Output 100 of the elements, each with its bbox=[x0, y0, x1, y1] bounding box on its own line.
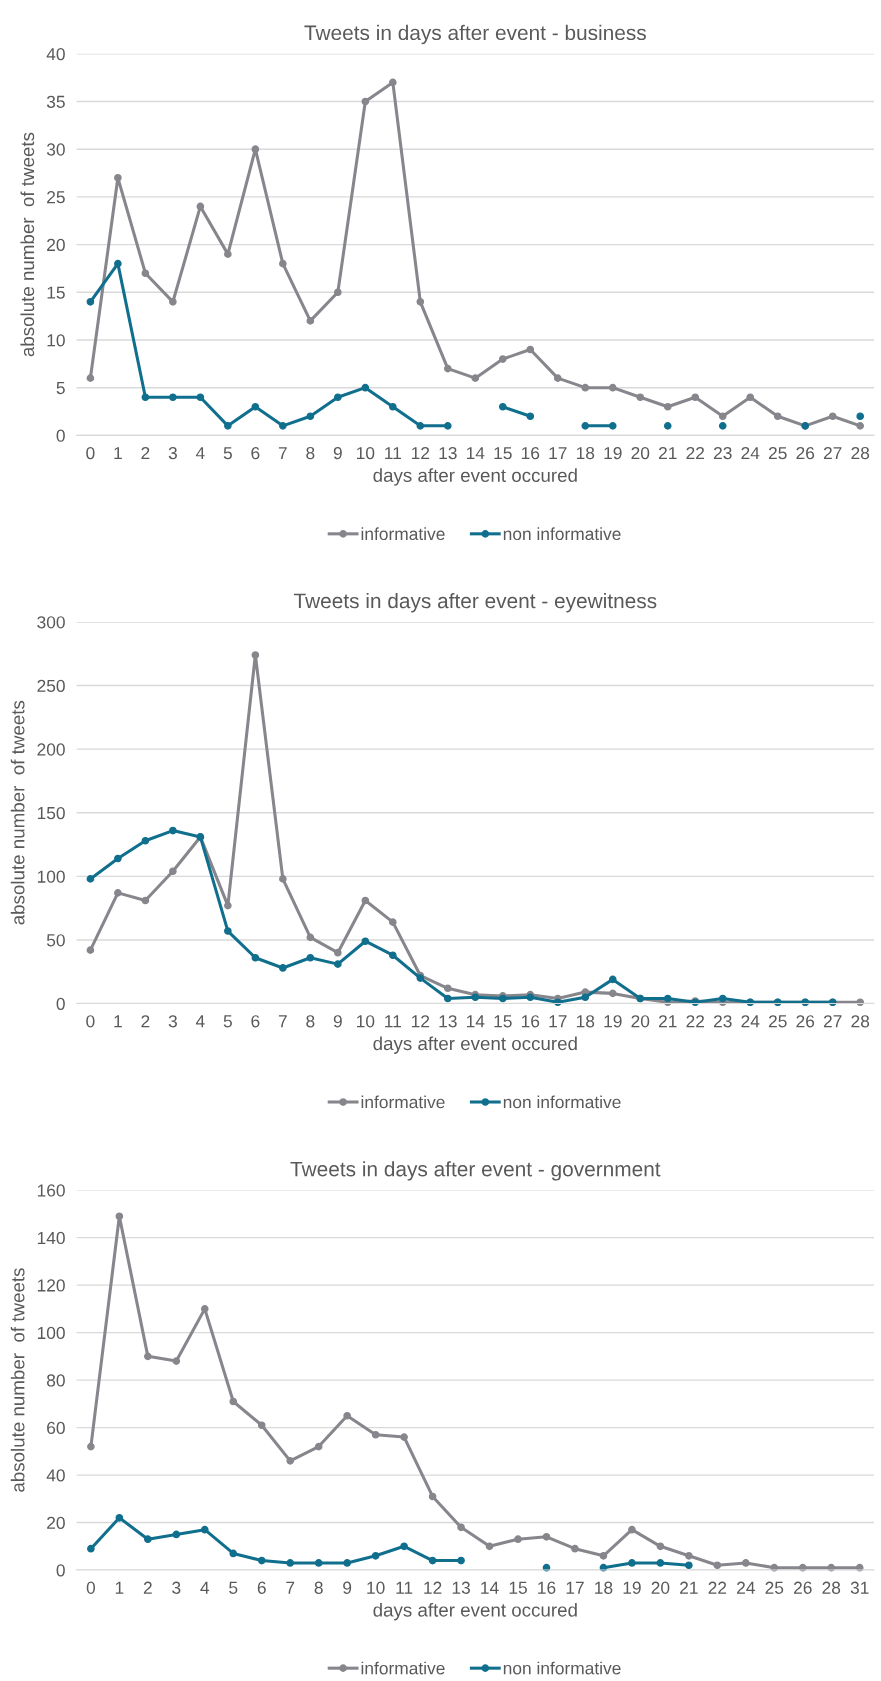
point bbox=[361, 383, 370, 392]
y-tick-label: 120 bbox=[37, 1279, 65, 1292]
point bbox=[334, 948, 342, 957]
x-tick-label: 31 bbox=[850, 1581, 869, 1594]
point bbox=[224, 901, 232, 910]
point bbox=[251, 145, 260, 154]
x-tick-label: 21 bbox=[658, 1015, 677, 1028]
x-tick-label: 17 bbox=[549, 447, 567, 460]
point bbox=[741, 1559, 750, 1567]
x-tick-label: 16 bbox=[521, 446, 540, 460]
point bbox=[581, 993, 590, 1002]
point bbox=[416, 298, 425, 306]
point bbox=[663, 994, 672, 1003]
x-tick-label: 4 bbox=[195, 1015, 205, 1028]
y-tick-label: 40 bbox=[46, 47, 65, 61]
chart-title: Tweets in days after event - government bbox=[290, 1161, 661, 1181]
x-tick-label: 27 bbox=[823, 446, 842, 460]
point bbox=[663, 402, 672, 411]
point bbox=[224, 250, 232, 258]
y-tick-label: 160 bbox=[37, 1184, 65, 1197]
x-tick-label: 24 bbox=[741, 1015, 760, 1028]
y-tick-label: 0 bbox=[56, 1564, 65, 1577]
point bbox=[314, 1442, 323, 1451]
x-tick-label: 3 bbox=[168, 1015, 177, 1028]
y-tick-label: 200 bbox=[37, 743, 65, 756]
y-tick-label: 100 bbox=[37, 870, 65, 883]
point bbox=[713, 1561, 722, 1570]
x-tick-label: 7 bbox=[278, 1015, 287, 1028]
point bbox=[334, 288, 342, 297]
point bbox=[343, 1559, 351, 1567]
x-tick-label: 0 bbox=[86, 446, 95, 460]
point bbox=[553, 374, 562, 382]
point bbox=[498, 402, 507, 411]
point bbox=[581, 422, 590, 430]
point bbox=[114, 854, 122, 863]
point bbox=[856, 412, 865, 421]
x-tick-label: 18 bbox=[595, 1581, 613, 1594]
x-tick-label: 26 bbox=[796, 1015, 815, 1028]
point bbox=[306, 953, 315, 962]
x-tick-label: 2 bbox=[141, 446, 150, 460]
x-tick-label: 5 bbox=[229, 1581, 238, 1594]
point bbox=[471, 374, 480, 382]
x-tick-label: 23 bbox=[713, 1015, 732, 1028]
point bbox=[608, 989, 617, 998]
y-tick-label: 35 bbox=[46, 95, 65, 108]
point bbox=[636, 393, 645, 402]
point bbox=[196, 393, 205, 402]
y-tick-label: 80 bbox=[46, 1374, 65, 1387]
x-tick-label: 14 bbox=[466, 1015, 485, 1028]
x-tick-label: 11 bbox=[396, 1581, 413, 1594]
x-tick-label: 26 bbox=[796, 446, 815, 460]
y-axis-title: absolute number of tweets bbox=[10, 700, 25, 925]
point bbox=[628, 1559, 636, 1567]
point bbox=[306, 317, 315, 325]
x-axis-title: days after event occured bbox=[373, 468, 577, 486]
point bbox=[224, 927, 232, 935]
point bbox=[685, 1551, 693, 1560]
point bbox=[141, 269, 150, 278]
point bbox=[279, 422, 287, 430]
x-tick-label: 26 bbox=[793, 1581, 812, 1594]
x-axis-title: days after event occured bbox=[373, 1602, 577, 1621]
point bbox=[361, 97, 370, 106]
x-tick-label: 12 bbox=[411, 446, 430, 460]
x-tick-label: 8 bbox=[314, 1581, 323, 1594]
x-tick-label: 25 bbox=[768, 1015, 787, 1028]
point bbox=[428, 1556, 437, 1565]
x-tick-label: 10 bbox=[357, 446, 375, 460]
point bbox=[498, 355, 507, 363]
x-tick-label: 28 bbox=[851, 1015, 870, 1028]
point bbox=[773, 412, 782, 421]
x-tick-label: 1 bbox=[115, 1581, 124, 1594]
y-tick-label: 5 bbox=[56, 382, 65, 395]
point bbox=[571, 1544, 579, 1553]
point bbox=[257, 1556, 266, 1565]
point bbox=[371, 1551, 380, 1560]
x-tick-label: 11 bbox=[385, 447, 401, 460]
x-tick-label: 15 bbox=[494, 447, 512, 460]
point bbox=[371, 1430, 380, 1439]
x-tick-label: 12 bbox=[411, 1015, 430, 1028]
point bbox=[141, 836, 150, 845]
y-tick-label: 300 bbox=[37, 616, 65, 629]
point bbox=[400, 1433, 408, 1441]
x-tick-label: 11 bbox=[385, 1015, 401, 1028]
x-tick-label: 19 bbox=[604, 446, 622, 460]
x-tick-label: 5 bbox=[223, 447, 232, 460]
point bbox=[526, 412, 535, 421]
x-tick-label: 24 bbox=[737, 1581, 755, 1594]
y-tick-label: 10 bbox=[47, 334, 65, 347]
point bbox=[200, 1525, 209, 1534]
x-tick-label: 3 bbox=[168, 446, 177, 460]
point bbox=[608, 975, 617, 984]
point bbox=[115, 1513, 124, 1522]
legend-label: informative bbox=[361, 1661, 445, 1675]
point bbox=[691, 393, 700, 402]
point bbox=[87, 1544, 95, 1553]
x-tick-label: 7 bbox=[278, 447, 287, 460]
point bbox=[443, 984, 452, 993]
point bbox=[279, 964, 287, 972]
point bbox=[388, 951, 397, 960]
point bbox=[542, 1532, 551, 1541]
